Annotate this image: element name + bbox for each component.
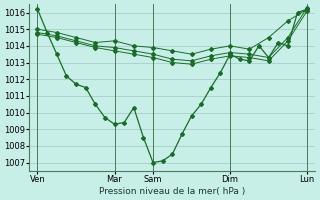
X-axis label: Pression niveau de la mer( hPa ): Pression niveau de la mer( hPa ) [99, 187, 245, 196]
